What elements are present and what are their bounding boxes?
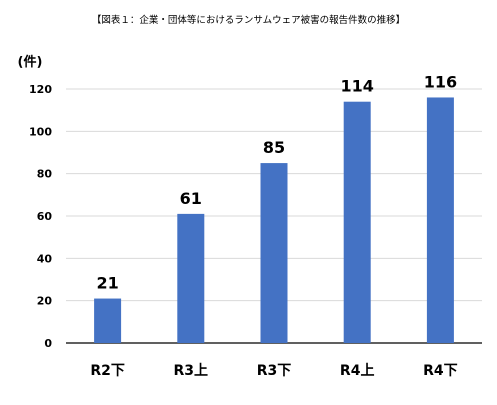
y-tick-label: 80 [37, 168, 53, 181]
x-axis-categories: R2下 R3上 R3下 R4上 R4下 [90, 363, 457, 379]
bar [426, 97, 454, 343]
data-label: 114 [340, 77, 373, 96]
y-tick-label: 100 [29, 125, 52, 138]
bar [260, 163, 288, 343]
data-label: 21 [96, 274, 118, 293]
bar [94, 298, 122, 343]
bars [94, 97, 454, 343]
y-tick-label: 0 [44, 337, 52, 350]
data-label: 61 [180, 189, 202, 208]
y-tick-label: 40 [37, 252, 53, 265]
x-tick-label: R3下 [257, 363, 292, 379]
x-tick-label: R4上 [340, 363, 375, 379]
x-tick-label: R3上 [174, 363, 209, 379]
x-tick-label: R2下 [90, 363, 125, 379]
gridlines [66, 88, 482, 344]
chart-title: 【図表１：企業・団体等におけるランサムウェア被害の報告件数の推移】 [91, 15, 406, 26]
bar [177, 213, 205, 343]
y-tick-label: 120 [29, 83, 52, 96]
y-tick-label: 60 [37, 210, 53, 223]
y-axis-unit-label: (件) [18, 54, 43, 70]
data-label: 85 [263, 138, 285, 157]
data-labels: 21 61 85 114 116 [96, 72, 457, 292]
data-label: 116 [424, 72, 457, 91]
y-tick-label: 20 [37, 295, 53, 308]
y-axis-ticks: 0 20 40 60 80 100 120 [29, 83, 52, 350]
x-tick-label: R4下 [423, 363, 458, 379]
bar [343, 101, 371, 343]
